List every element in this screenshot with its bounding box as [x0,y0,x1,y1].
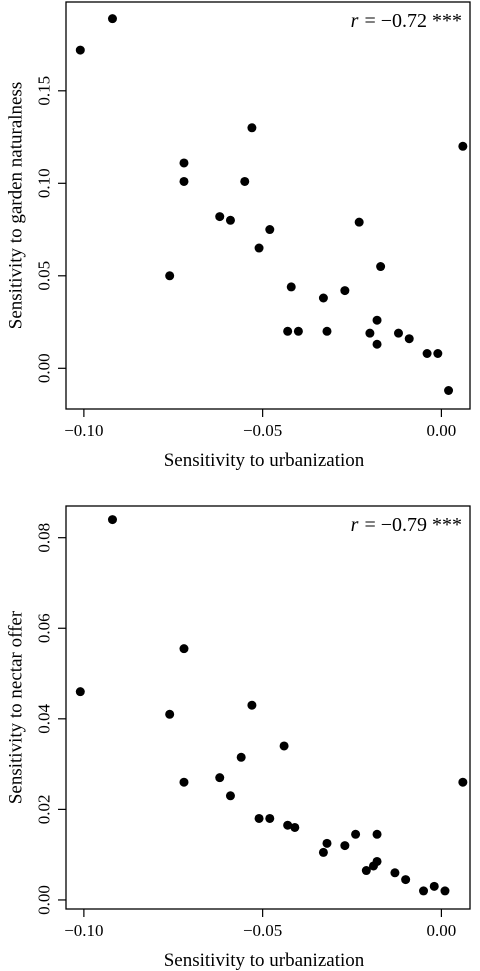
x-axis-title: Sensitivity to urbanization [164,450,365,471]
data-point [419,886,429,896]
x-axis-ticks: −0.10 −0.05 0.00 [64,909,456,940]
data-point [322,838,332,848]
y-axis-ticks: 0.00 0.02 0.04 0.06 0.08 [35,523,66,915]
data-point [215,212,225,222]
data-point [458,141,468,151]
r-symbol: r [351,10,359,32]
y-tick-label: 0.10 [35,168,54,198]
data-point [340,286,350,296]
x-tick-label: −0.10 [64,421,103,440]
data-point [75,687,85,697]
data-point [361,866,371,876]
data-point [429,881,439,891]
data-point [179,176,189,186]
data-points [75,515,468,896]
y-axis-ticks: 0.00 0.05 0.10 0.15 [35,76,66,383]
data-point [107,14,117,24]
data-point [351,829,361,839]
y-tick-label: 0.15 [35,76,54,106]
data-point [401,875,411,885]
data-point [247,123,257,133]
panel-nectar-offer: −0.10 −0.05 0.00 0.00 0.02 0.04 0.06 0.08 Sens… [6,505,471,971]
y-tick-label: 0.08 [35,523,54,553]
data-point [179,777,189,787]
x-axis-ticks: −0.10 −0.05 0.00 [64,409,456,440]
r-value: = −0.72 *** [364,10,462,32]
data-point [179,644,189,654]
data-point [440,886,450,896]
data-point [247,700,257,710]
data-point [372,339,382,349]
data-point [225,215,235,225]
plot-frame [65,505,471,910]
data-point [286,282,296,292]
y-tick-label: 0.00 [35,885,54,915]
data-point [293,326,303,336]
data-point [422,349,432,358]
x-tick-label: −0.05 [243,921,282,940]
data-point [365,328,375,338]
data-point [372,315,382,325]
plot-frame [65,1,471,410]
x-tick-label: −0.05 [243,421,282,440]
data-point [340,841,350,851]
data-point [283,820,293,830]
data-point [390,868,400,878]
data-point [265,225,275,235]
data-point [290,822,300,832]
data-point [433,349,443,358]
data-point [283,326,293,336]
r-symbol: r [351,514,359,536]
correlation-annotation: r = −0.72 *** [351,10,462,32]
x-tick-label: 0.00 [427,421,457,440]
data-point [458,777,468,787]
data-points [75,14,468,395]
y-tick-label: 0.06 [35,613,54,643]
data-point [240,176,250,186]
data-point [215,773,225,783]
data-point [444,386,454,395]
data-point [372,829,382,839]
data-point [322,326,332,336]
data-point [236,752,246,762]
x-axis-title: Sensitivity to urbanization [164,950,365,971]
y-tick-label: 0.04 [35,703,54,733]
data-point [354,217,364,227]
data-point [265,813,275,823]
y-axis-title: Sensitivity to garden naturalness [6,82,27,329]
data-point [225,791,235,801]
data-point [254,813,264,823]
panel-garden-naturalness: −0.10 −0.05 0.00 0.00 0.05 0.10 0.15 Sensitiv… [6,1,471,471]
data-point [107,515,117,525]
data-point [372,856,382,866]
data-point [165,271,175,281]
data-point [254,243,264,253]
y-axis-title: Sensitivity to nectar offer [6,610,27,804]
data-point [165,709,175,719]
data-point [318,847,328,857]
x-tick-label: 0.00 [427,921,457,940]
x-tick-label: −0.10 [64,921,103,940]
y-tick-label: 0.02 [35,795,54,825]
data-point [404,334,414,344]
data-point [279,741,289,751]
y-tick-label: 0.00 [35,353,54,383]
data-point [75,45,85,55]
data-point [376,262,386,272]
y-tick-label: 0.05 [35,261,54,291]
data-point [179,158,189,168]
data-point [318,293,328,303]
data-point [393,328,403,338]
r-value: = −0.79 *** [364,514,462,536]
correlation-annotation: r = −0.79 *** [351,514,462,536]
